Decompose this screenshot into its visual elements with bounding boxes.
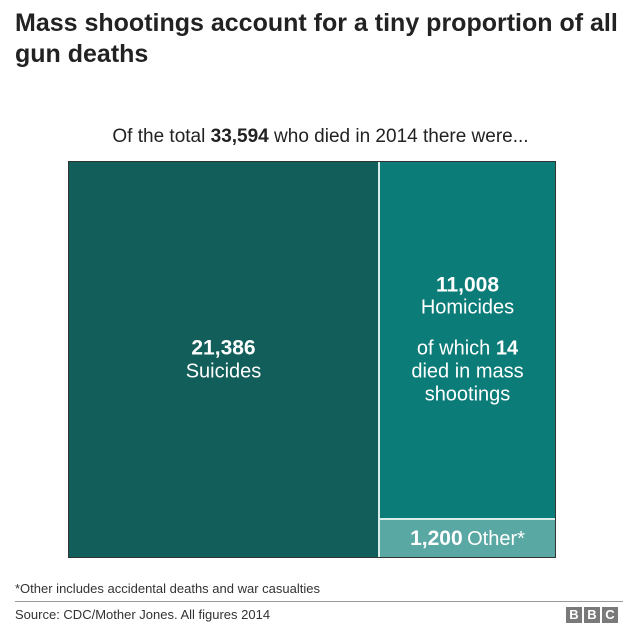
other-label: Other*: [467, 527, 525, 550]
logo-b1: B: [566, 607, 582, 623]
homicides-label: Homicides: [420, 296, 515, 319]
treemap: 21,386 Suicides 11,008 Homicides of whic…: [68, 161, 556, 558]
suicides-label: Suicides: [185, 360, 262, 382]
treemap-rect-suicides: 21,386 Suicides: [69, 162, 378, 557]
chart-subtitle: Of the total 33,594 who died in 2014 the…: [0, 126, 641, 148]
subtitle-total: 33,594: [210, 126, 269, 147]
treemap-rect-other: 1,200 Other*: [380, 520, 555, 557]
logo-c: C: [602, 607, 618, 623]
note-num: 14: [495, 337, 519, 360]
chart-title: Mass shootings account for a tiny propor…: [15, 9, 618, 68]
other-value: 1,200: [410, 526, 463, 550]
subtitle-post: who died in 2014 there were...: [268, 126, 529, 147]
footnote: *Other includes accidental deaths and wa…: [15, 581, 320, 596]
subtitle-pre: Of the total: [112, 126, 211, 147]
note-post: died in mass shootings: [411, 360, 524, 406]
source: Source: CDC/Mother Jones. All figures 20…: [15, 607, 271, 622]
treemap-rect-homicides: 11,008 Homicides of which 14 died in mas…: [380, 162, 555, 518]
divider: [15, 601, 623, 602]
logo-b2: B: [584, 607, 600, 623]
note-pre: of which: [416, 337, 496, 360]
suicides-value: 21,386: [191, 336, 256, 359]
homicides-value: 11,008: [435, 273, 500, 297]
mass-shootings-note: of which 14 died in mass shootings: [390, 338, 545, 407]
